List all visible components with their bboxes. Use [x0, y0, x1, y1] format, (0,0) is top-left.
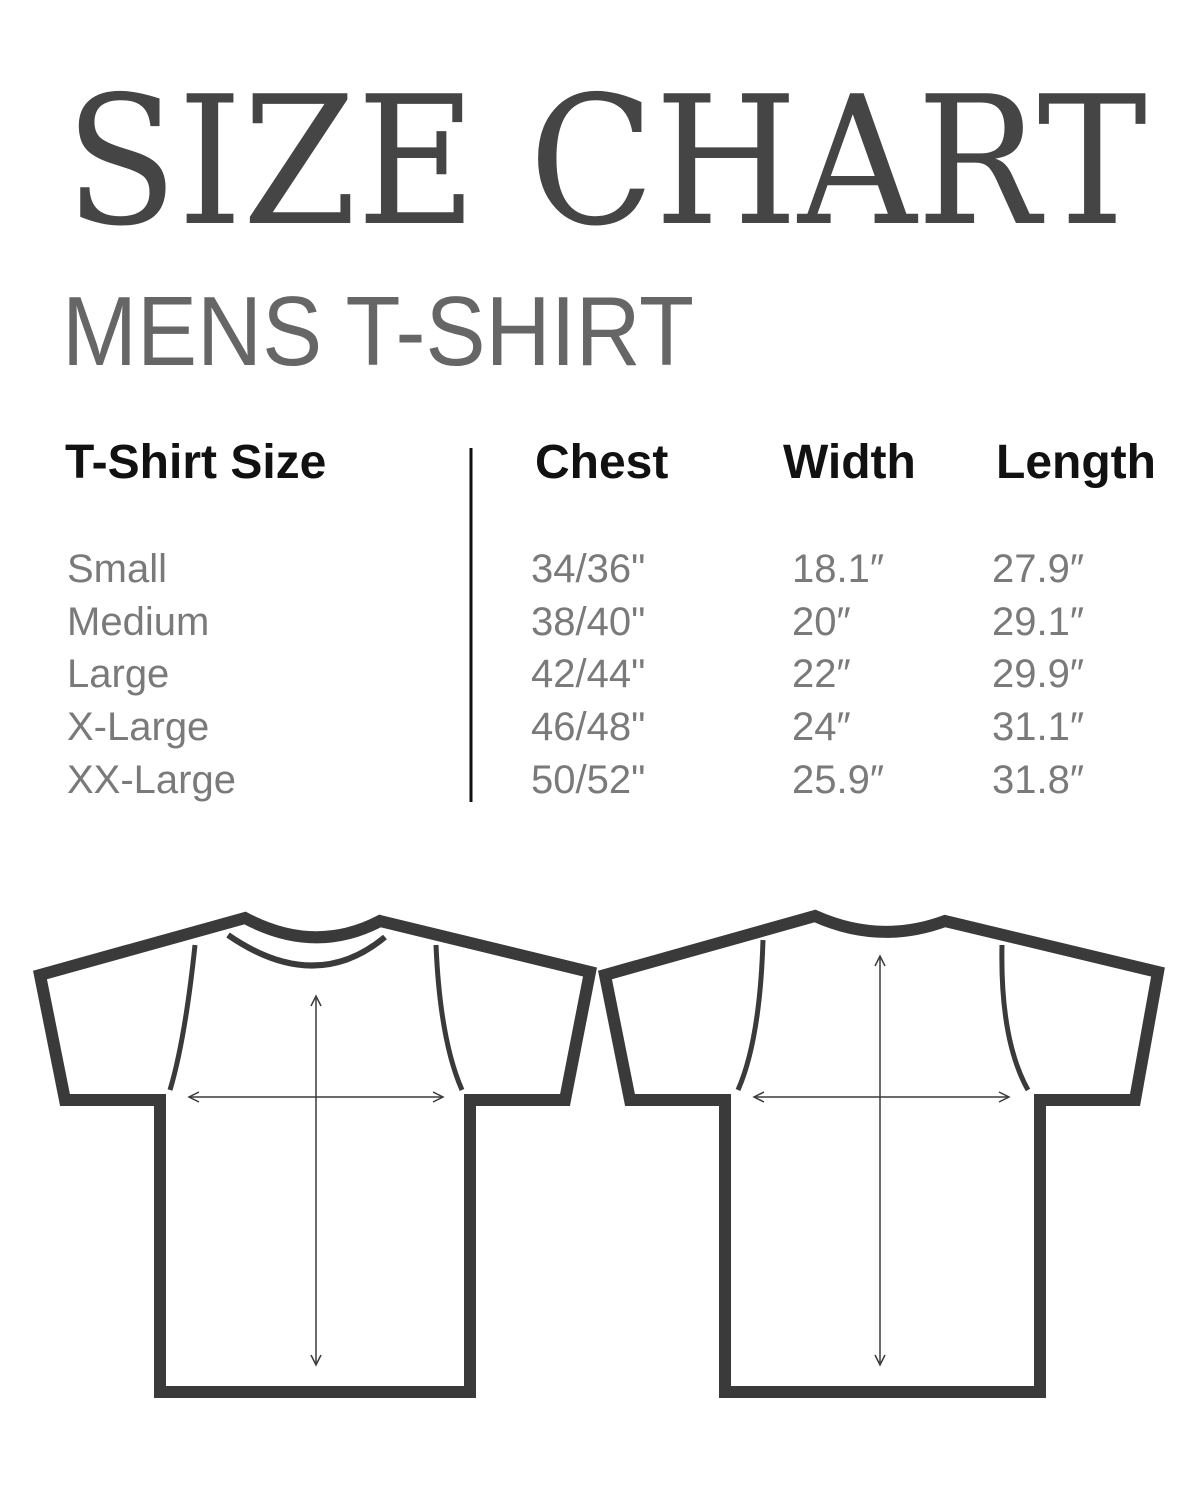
- back-length-arrow: [874, 954, 886, 1367]
- cell-width: 18.1″: [792, 547, 884, 591]
- width-arrow: [187, 1091, 445, 1103]
- page-subtitle: MENS T-SHIRT: [62, 276, 694, 386]
- cell-chest: 38/40": [531, 600, 645, 644]
- cell-length: 27.9″: [992, 547, 1084, 591]
- back-left-seam: [735, 939, 766, 1092]
- front-outline: [33, 911, 597, 1398]
- front-collar: [226, 932, 387, 969]
- cell-chest: 34/36": [531, 547, 645, 591]
- cell-length: 29.9″: [992, 652, 1084, 696]
- right-sleeve-seam: [433, 944, 465, 1092]
- cell-size: Small: [67, 547, 167, 591]
- cell-length: 31.8″: [992, 758, 1084, 802]
- cell-size: X-Large: [67, 705, 209, 749]
- cell-size: Large: [67, 652, 169, 696]
- cell-width: 22″: [792, 652, 851, 696]
- header-chest: Chest: [535, 436, 668, 489]
- header-length: Length: [996, 436, 1156, 489]
- cell-length: 29.1″: [992, 600, 1084, 644]
- header-width: Width: [783, 436, 916, 489]
- cell-chest: 46/48": [531, 705, 645, 749]
- cell-width: 24″: [792, 705, 851, 749]
- table-row: Large 42/44" 22″ 29.9″: [67, 652, 1084, 696]
- length-arrow: [310, 994, 322, 1367]
- back-width-arrow: [752, 1091, 1011, 1103]
- t-shirt-back-diagram: [598, 909, 1165, 1398]
- cell-length: 31.1″: [992, 705, 1084, 749]
- cell-width: 25.9″: [792, 758, 884, 802]
- back-right-seam: [999, 944, 1031, 1092]
- cell-size: Medium: [67, 600, 209, 644]
- cell-size: XX-Large: [67, 758, 236, 802]
- size-table: T-Shirt Size Chest Width Length Small 34/…: [65, 436, 1156, 802]
- header-size: T-Shirt Size: [65, 436, 326, 489]
- back-outline: [598, 909, 1165, 1398]
- table-row: XX-Large 50/52" 25.9″ 31.8″: [67, 758, 1084, 802]
- cell-chest: 50/52": [531, 758, 645, 802]
- cell-width: 20″: [792, 600, 851, 644]
- table-row: Small 34/36" 18.1″ 27.9″: [67, 547, 1084, 591]
- t-shirt-front-diagram: [33, 911, 597, 1398]
- left-sleeve-seam: [167, 944, 198, 1091]
- table-row: Medium 38/40" 20″ 29.1″: [67, 600, 1084, 644]
- table-row: X-Large 46/48" 24″ 31.1″: [67, 705, 1084, 749]
- page-title: SIZE CHART: [65, 58, 1147, 265]
- cell-chest: 42/44": [531, 652, 645, 696]
